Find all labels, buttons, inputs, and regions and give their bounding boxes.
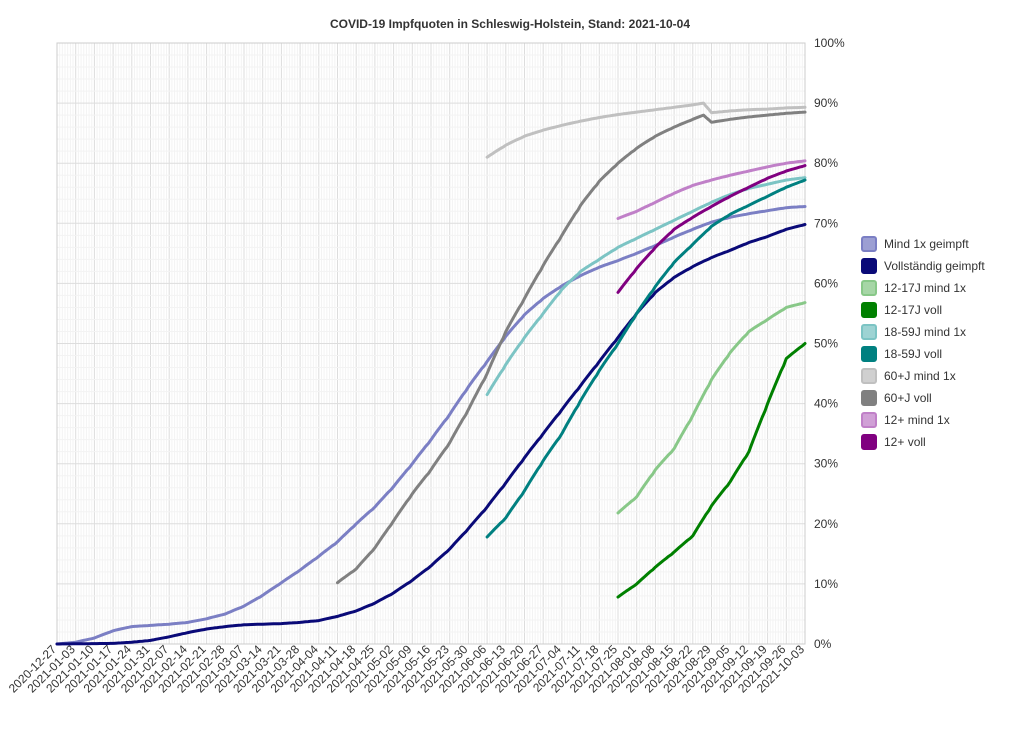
legend-label[interactable]: 12+ voll [884,435,926,449]
legend-swatch[interactable] [861,434,877,450]
y-tick-label: 60% [814,276,838,290]
series-line-7 [336,110,807,585]
y-tick-label: 90% [814,96,838,110]
series-line-6 [485,101,807,159]
legend-swatch[interactable] [861,412,877,428]
y-tick-label: 80% [814,156,838,170]
legend-swatch[interactable] [861,324,877,340]
legend-label[interactable]: 60+J voll [884,391,932,405]
y-tick-label: 10% [814,577,838,591]
y-tick-label: 70% [814,216,838,230]
legend-swatch[interactable] [861,280,877,296]
legend-swatch[interactable] [861,346,877,362]
y-tick-label: 100% [814,36,845,50]
series-line-4 [485,176,807,397]
series-lines [55,101,807,646]
grid [56,42,806,645]
y-tick-label: 30% [814,457,838,471]
legend: Mind 1x geimpft Vollständig geimpft 12-17J… [861,236,985,450]
legend-label[interactable]: 60+J mind 1x [884,369,956,383]
legend-label[interactable]: 12-17J voll [884,303,942,317]
axes: 0%10%20%30%40%50%60%70%80%90%100%2020-12… [6,36,845,696]
legend-label[interactable]: 18-59J voll [884,347,942,361]
legend-label[interactable]: 12+ mind 1x [884,413,950,427]
y-tick-label: 50% [814,337,838,351]
series-line-8 [616,159,807,220]
legend-label[interactable]: 18-59J mind 1x [884,325,966,339]
series-line-5 [485,178,807,539]
y-tick-label: 20% [814,517,838,531]
legend-label[interactable]: Mind 1x geimpft [884,237,969,251]
series-line-2 [616,301,807,515]
series-line-1 [55,223,807,646]
series-line-9 [616,164,807,294]
legend-swatch[interactable] [861,390,877,406]
legend-swatch[interactable] [861,236,877,252]
legend-swatch[interactable] [861,302,877,318]
legend-swatch[interactable] [861,368,877,384]
series-line-0 [55,205,807,646]
legend-label[interactable]: 12-17J mind 1x [884,281,966,295]
y-tick-label: 0% [814,637,832,651]
series-line-3 [616,342,807,599]
chart-title: COVID-19 Impfquoten in Schleswig-Holstei… [330,17,690,31]
legend-swatch[interactable] [861,258,877,274]
y-tick-label: 40% [814,397,838,411]
legend-label[interactable]: Vollständig geimpft [884,259,985,273]
